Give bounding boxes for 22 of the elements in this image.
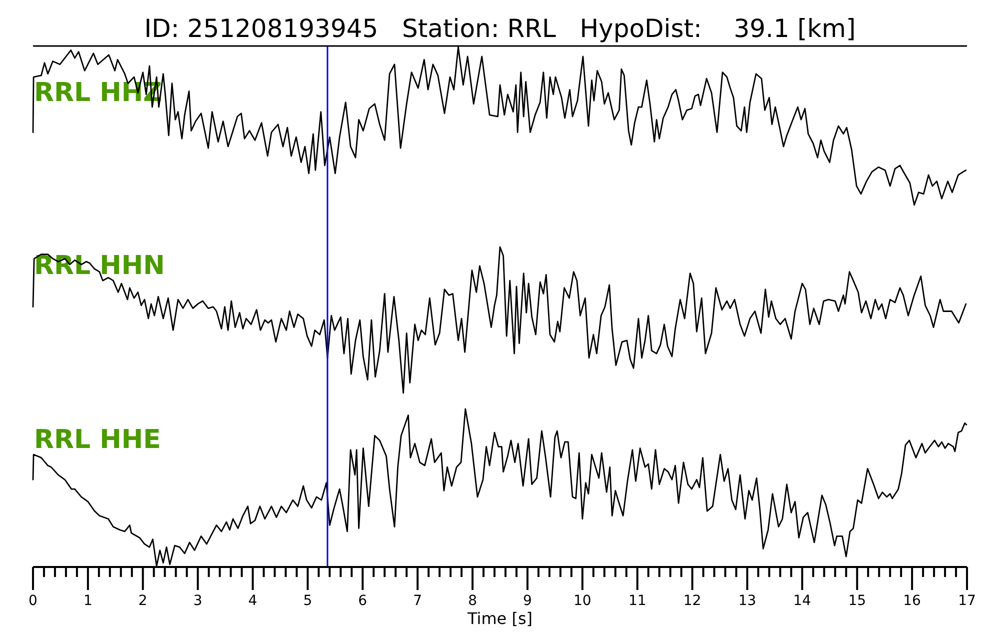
x-tick-label: 0: [28, 593, 38, 609]
x-tick-label: 12: [683, 593, 702, 609]
x-tick-label: 17: [958, 593, 976, 609]
x-tick-label: 10: [574, 593, 592, 609]
x-tick-label: 15: [848, 593, 866, 609]
x-tick-label: 8: [468, 593, 477, 609]
x-tick-label: 13: [738, 593, 756, 609]
x-tick-label: 11: [628, 593, 646, 609]
x-tick-label: 4: [248, 593, 258, 609]
series-label: RRL HHN: [34, 251, 165, 281]
x-tick-label: 5: [303, 593, 312, 609]
x-tick-label: 2: [138, 593, 148, 609]
chart-title: ID: 251208193945 Station: RRL HypoDist: 39.1 [km]: [144, 14, 856, 43]
series-label: RRL HHE: [34, 425, 161, 455]
x-axis-title: Time [s]: [466, 609, 533, 628]
x-tick-label: 3: [193, 593, 202, 609]
x-tick-label: 14: [793, 593, 812, 609]
x-tick-label: 1: [83, 593, 92, 609]
x-tick-label: 6: [358, 593, 368, 609]
x-tick-label: 7: [413, 593, 422, 609]
x-tick-label: 16: [903, 593, 922, 609]
x-tick-label: 9: [523, 593, 532, 609]
